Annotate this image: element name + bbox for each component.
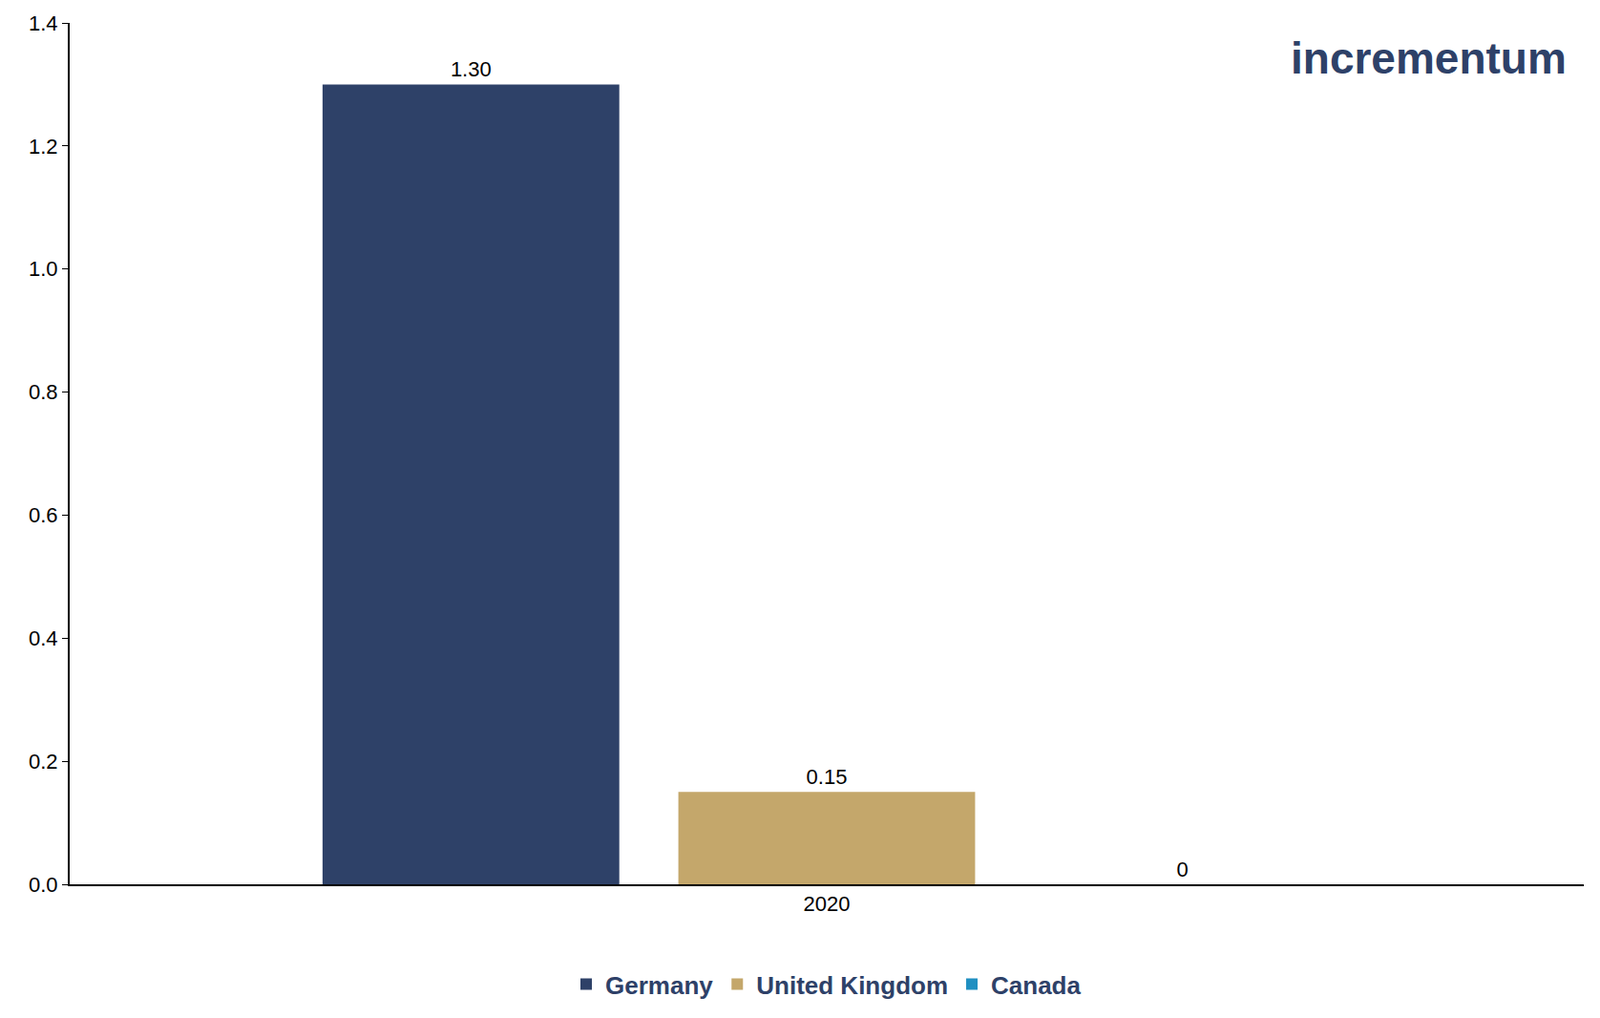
svg-text:0.6: 0.6 xyxy=(28,503,59,527)
svg-text:1.4: 1.4 xyxy=(28,11,59,36)
svg-text:2020: 2020 xyxy=(803,891,851,916)
svg-text:1.0: 1.0 xyxy=(28,256,59,281)
svg-text:0.15: 0.15 xyxy=(806,764,848,789)
svg-text:0.8: 0.8 xyxy=(28,379,59,404)
svg-text:Canada: Canada xyxy=(990,970,1081,1000)
svg-text:incrementum: incrementum xyxy=(1290,33,1567,84)
svg-text:0.0: 0.0 xyxy=(28,872,59,897)
svg-text:1.2: 1.2 xyxy=(28,134,59,159)
svg-text:United Kingdom: United Kingdom xyxy=(756,970,948,1000)
svg-text:1.30: 1.30 xyxy=(450,57,492,82)
svg-text:0.4: 0.4 xyxy=(28,626,59,651)
svg-text:0.2: 0.2 xyxy=(28,749,59,774)
svg-text:Germany: Germany xyxy=(605,970,714,1000)
svg-text:0: 0 xyxy=(1177,857,1189,882)
